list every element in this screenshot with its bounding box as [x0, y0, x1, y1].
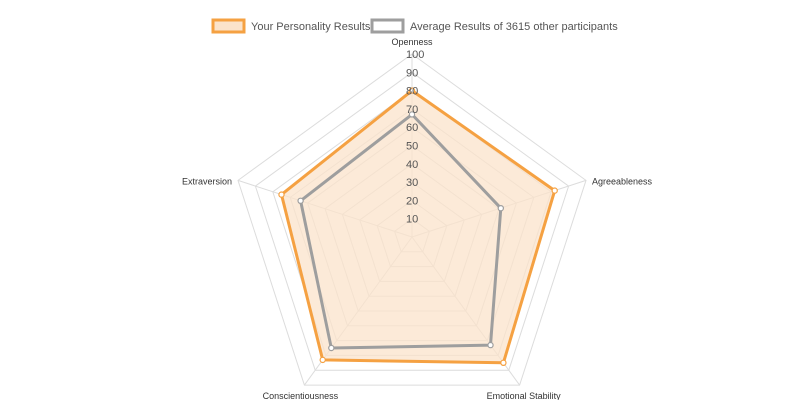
tick-label-100: 100	[406, 49, 424, 61]
tick-label-80: 80	[406, 86, 418, 98]
point-your-results-emotional-stability[interactable]	[500, 359, 507, 366]
series-area-average-results	[299, 112, 503, 350]
axis-label-emotional-stability: Emotional Stability	[487, 391, 562, 400]
point-your-results-conscientiousness[interactable]	[319, 356, 326, 364]
legend: Your Personality Results Average Results…	[211, 18, 618, 34]
grid-ring-100	[237, 53, 587, 386]
tick-label-60: 60	[406, 122, 418, 134]
legend-item-your-results[interactable]: Your Personality Results	[211, 18, 371, 34]
legend-swatch-your-results	[211, 18, 246, 34]
point-your-results-agreeableness[interactable]	[551, 187, 558, 194]
legend-swatch-average-results	[370, 18, 405, 34]
point-your-results-extraversion[interactable]	[278, 191, 285, 198]
tick-label-50: 50	[406, 141, 418, 153]
axis-label-openness: Openness	[391, 37, 433, 47]
axis-label-conscientiousness: Conscientiousness	[263, 391, 339, 400]
point-average-results-openness[interactable]	[408, 111, 416, 118]
point-average-results-extraversion[interactable]	[297, 197, 304, 204]
tick-label-30: 30	[406, 177, 418, 189]
axis-label-agreeableness: Agreeableness	[592, 176, 653, 186]
tick-label-90: 90	[406, 67, 418, 79]
point-average-results-agreeableness[interactable]	[497, 204, 504, 212]
point-average-results-emotional-stability[interactable]	[487, 341, 494, 349]
series-area-your-results	[280, 89, 557, 365]
tick-label-40: 40	[406, 159, 418, 171]
tick-label-70: 70	[406, 104, 418, 116]
tick-label-20: 20	[406, 195, 418, 207]
point-your-results-openness[interactable]	[408, 87, 416, 94]
tick-label-10: 10	[406, 214, 418, 226]
radar-series	[278, 87, 558, 366]
axis-labels: Openness Agreeableness Emotional Stabili…	[182, 37, 653, 400]
point-average-results-conscientiousness[interactable]	[328, 344, 335, 352]
legend-label-average-results: Average Results of 3615 other participan…	[410, 21, 618, 33]
legend-item-average-results[interactable]: Average Results of 3615 other participan…	[370, 18, 618, 34]
radial-tick-labels: 10 20 30 40 50 60 70 80 90 100	[406, 49, 424, 226]
legend-label-your-results: Your Personality Results	[251, 21, 371, 33]
grid-ring-90	[254, 71, 570, 371]
axis-label-extraversion: Extraversion	[182, 176, 232, 186]
